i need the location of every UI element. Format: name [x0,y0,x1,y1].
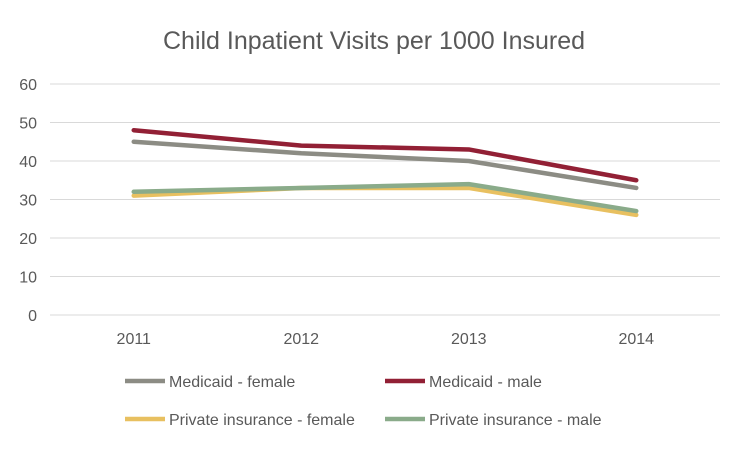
y-tick-label: 60 [19,77,37,94]
series-line-private-insurance-male [134,184,637,211]
legend-item: Medicaid - female [125,374,295,391]
y-tick-label: 30 [19,193,37,210]
y-tick-label: 20 [19,231,37,248]
y-tick-label: 40 [19,154,37,171]
legend-label: Private insurance - female [169,412,355,429]
y-tick-label: 10 [19,270,37,287]
x-tick-label: 2013 [451,331,487,348]
legend-label: Medicaid - female [169,374,295,391]
legend-label: Private insurance - male [429,412,602,429]
legend-item: Private insurance - male [385,412,602,429]
legend-item: Medicaid - male [385,374,542,391]
legend-item: Private insurance - female [125,412,355,429]
x-tick-label: 2014 [618,331,654,348]
chart-title: Child Inpatient Visits per 1000 Insured [163,27,585,55]
x-tick-label: 2012 [283,331,319,348]
legend-label: Medicaid - male [429,374,542,391]
y-tick-label: 50 [19,116,37,133]
x-tick-label: 2011 [117,331,152,348]
y-tick-label: 0 [28,308,37,325]
